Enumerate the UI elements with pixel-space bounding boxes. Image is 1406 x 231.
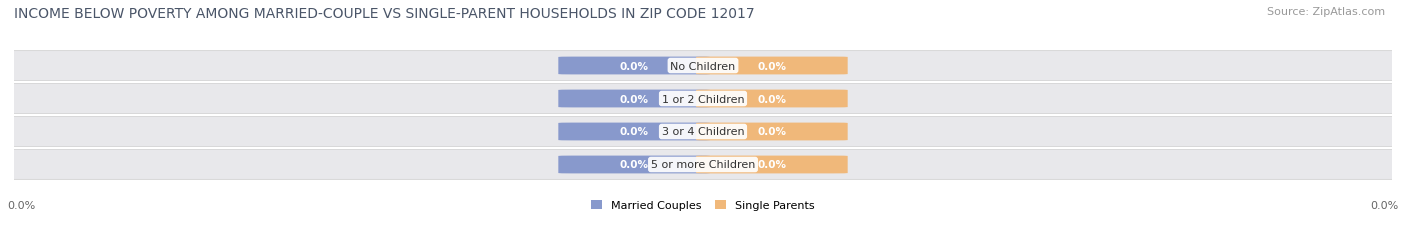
Text: No Children: No Children — [671, 61, 735, 71]
FancyBboxPatch shape — [696, 90, 848, 108]
Text: 0.0%: 0.0% — [1371, 200, 1399, 210]
Legend: Married Couples, Single Parents: Married Couples, Single Parents — [592, 200, 814, 210]
FancyBboxPatch shape — [0, 52, 1406, 81]
Text: 0.0%: 0.0% — [758, 160, 786, 170]
Text: 5 or more Children: 5 or more Children — [651, 160, 755, 170]
Text: 0.0%: 0.0% — [620, 127, 648, 137]
Text: 1 or 2 Children: 1 or 2 Children — [662, 94, 744, 104]
Text: 0.0%: 0.0% — [758, 94, 786, 104]
FancyBboxPatch shape — [558, 156, 710, 174]
Text: 0.0%: 0.0% — [620, 160, 648, 170]
FancyBboxPatch shape — [696, 57, 848, 75]
Text: Source: ZipAtlas.com: Source: ZipAtlas.com — [1267, 7, 1385, 17]
FancyBboxPatch shape — [0, 84, 1406, 114]
Text: 0.0%: 0.0% — [7, 200, 35, 210]
FancyBboxPatch shape — [696, 156, 848, 174]
FancyBboxPatch shape — [558, 90, 710, 108]
Text: 0.0%: 0.0% — [758, 127, 786, 137]
FancyBboxPatch shape — [558, 123, 710, 141]
Text: 0.0%: 0.0% — [620, 94, 648, 104]
FancyBboxPatch shape — [0, 117, 1406, 147]
FancyBboxPatch shape — [0, 150, 1406, 179]
Text: INCOME BELOW POVERTY AMONG MARRIED-COUPLE VS SINGLE-PARENT HOUSEHOLDS IN ZIP COD: INCOME BELOW POVERTY AMONG MARRIED-COUPL… — [14, 7, 755, 21]
Text: 3 or 4 Children: 3 or 4 Children — [662, 127, 744, 137]
Text: 0.0%: 0.0% — [758, 61, 786, 71]
Text: 0.0%: 0.0% — [620, 61, 648, 71]
FancyBboxPatch shape — [558, 57, 710, 75]
FancyBboxPatch shape — [696, 123, 848, 141]
